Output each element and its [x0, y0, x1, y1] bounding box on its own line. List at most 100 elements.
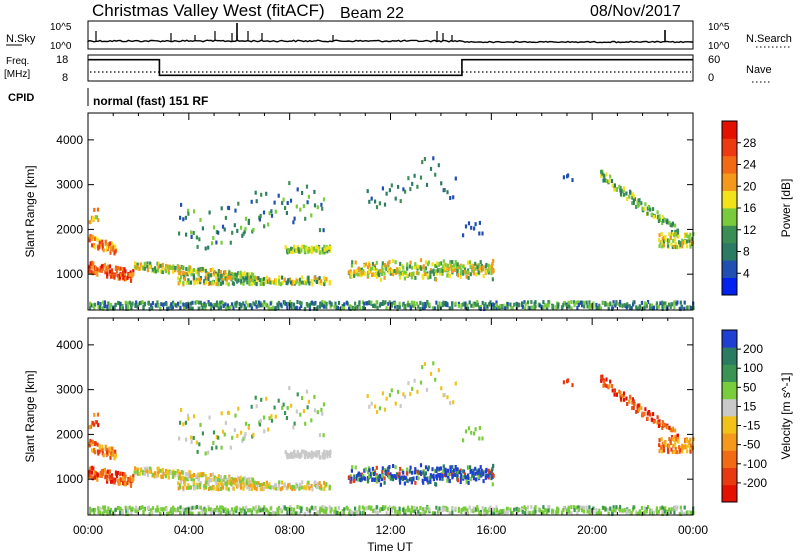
- velocity-cell: [106, 512, 109, 516]
- power-cell: [174, 268, 177, 273]
- power-cell: [388, 260, 391, 264]
- velocity-cell: [434, 377, 437, 382]
- velocity-cell: [506, 510, 509, 515]
- power-cell: [320, 279, 323, 284]
- velocity-cell: [281, 405, 284, 410]
- power-cell: [191, 300, 194, 305]
- velocity-cell: [462, 474, 465, 479]
- velocity-cell: [340, 511, 344, 516]
- velocity-cell: [102, 511, 105, 516]
- power-cell: [154, 266, 157, 271]
- velocity-cell: [674, 450, 677, 454]
- velocity-cell: [540, 509, 543, 514]
- x-tick-label: 16:00: [476, 523, 506, 537]
- velocity-cell: [411, 386, 414, 391]
- velocity-cell: [127, 510, 130, 514]
- velocity-cell: [330, 507, 333, 512]
- power-cell: [486, 304, 489, 309]
- velocity-cell: [178, 436, 181, 441]
- velocity-cell: [479, 512, 482, 516]
- velocity-cell: [103, 467, 106, 472]
- velocity-cell: [250, 511, 254, 516]
- velocity-cell: [166, 469, 169, 474]
- velocity-cell: [255, 509, 258, 514]
- power-cell: [230, 302, 234, 307]
- velocity-cell: [413, 509, 416, 514]
- velocity-cell: [451, 506, 454, 511]
- power-cell: [139, 262, 142, 267]
- cpid-text: normal (fast) 151 RF: [93, 94, 208, 108]
- power-cell: [470, 225, 473, 230]
- velocity-cell: [610, 384, 614, 388]
- velocity-cell: [376, 474, 379, 479]
- power-cell: [457, 303, 460, 308]
- velocity-cell: [543, 507, 546, 512]
- power-cell: [281, 200, 284, 205]
- power-cell: [301, 191, 304, 195]
- power-cell: [234, 208, 237, 213]
- velocity-cell: [303, 454, 307, 459]
- velocity-cell: [114, 449, 117, 454]
- velocity-cell: [378, 406, 381, 411]
- power-cell: [631, 201, 634, 205]
- nsky-label: N.Sky: [6, 33, 36, 45]
- power-cell: [126, 301, 129, 306]
- velocity-cell: [419, 512, 422, 516]
- velocity-cell: [271, 485, 274, 489]
- velocity-cell: [356, 509, 359, 514]
- velocity-cell: [333, 509, 336, 514]
- velocity-cell: [320, 407, 323, 412]
- power-cell: [307, 275, 310, 280]
- velocity-cell: [102, 471, 105, 476]
- power-cell: [429, 272, 432, 277]
- power-cell: [287, 278, 290, 283]
- power-cell: [245, 276, 249, 281]
- power-cell: [655, 303, 658, 308]
- power-cell: [464, 301, 467, 306]
- velocity-cell: [440, 386, 443, 391]
- power-cell: [428, 302, 431, 307]
- velocity-cell: [302, 409, 305, 414]
- colorbar-segment: [722, 173, 737, 191]
- power-cell: [674, 237, 677, 242]
- velocity-cell: [240, 479, 243, 484]
- velocity-cell: [623, 397, 626, 402]
- velocity-cell: [310, 452, 313, 457]
- power-cell: [313, 203, 317, 208]
- power-cell: [543, 302, 546, 307]
- velocity-cell: [686, 449, 689, 454]
- power-cell: [251, 229, 254, 234]
- power-cell: [190, 272, 193, 277]
- power-cell: [432, 268, 435, 273]
- power-cell: [288, 277, 292, 282]
- x-tick-label: 00:00: [73, 523, 103, 537]
- velocity-cell: [668, 425, 671, 430]
- velocity-cell: [449, 469, 452, 474]
- power-cell: [406, 262, 409, 267]
- power-cell: [658, 233, 661, 238]
- power-cell: [264, 302, 268, 307]
- power-cell: [446, 263, 449, 268]
- velocity-cell: [368, 468, 371, 473]
- power-cell: [323, 279, 326, 284]
- power-cell: [411, 265, 414, 270]
- power-cell: [179, 300, 182, 305]
- velocity-cell: [108, 509, 111, 514]
- velocity-cell: [223, 432, 226, 437]
- velocity-cell: [363, 468, 366, 473]
- power-cell: [357, 272, 360, 277]
- power-cell: [90, 236, 93, 241]
- velocity-cell: [177, 486, 180, 491]
- power-cell: [434, 263, 437, 268]
- velocity-cell: [214, 478, 217, 483]
- power-cell: [88, 268, 91, 273]
- power-cell: [499, 304, 502, 309]
- velocity-cell: [298, 486, 301, 491]
- power-cell: [191, 269, 194, 274]
- power-cell: [592, 301, 595, 306]
- power-cell: [410, 300, 414, 305]
- velocity-cell: [673, 505, 676, 510]
- velocity-cell: [435, 469, 438, 474]
- velocity-cell: [474, 477, 478, 482]
- power-cell: [277, 278, 281, 283]
